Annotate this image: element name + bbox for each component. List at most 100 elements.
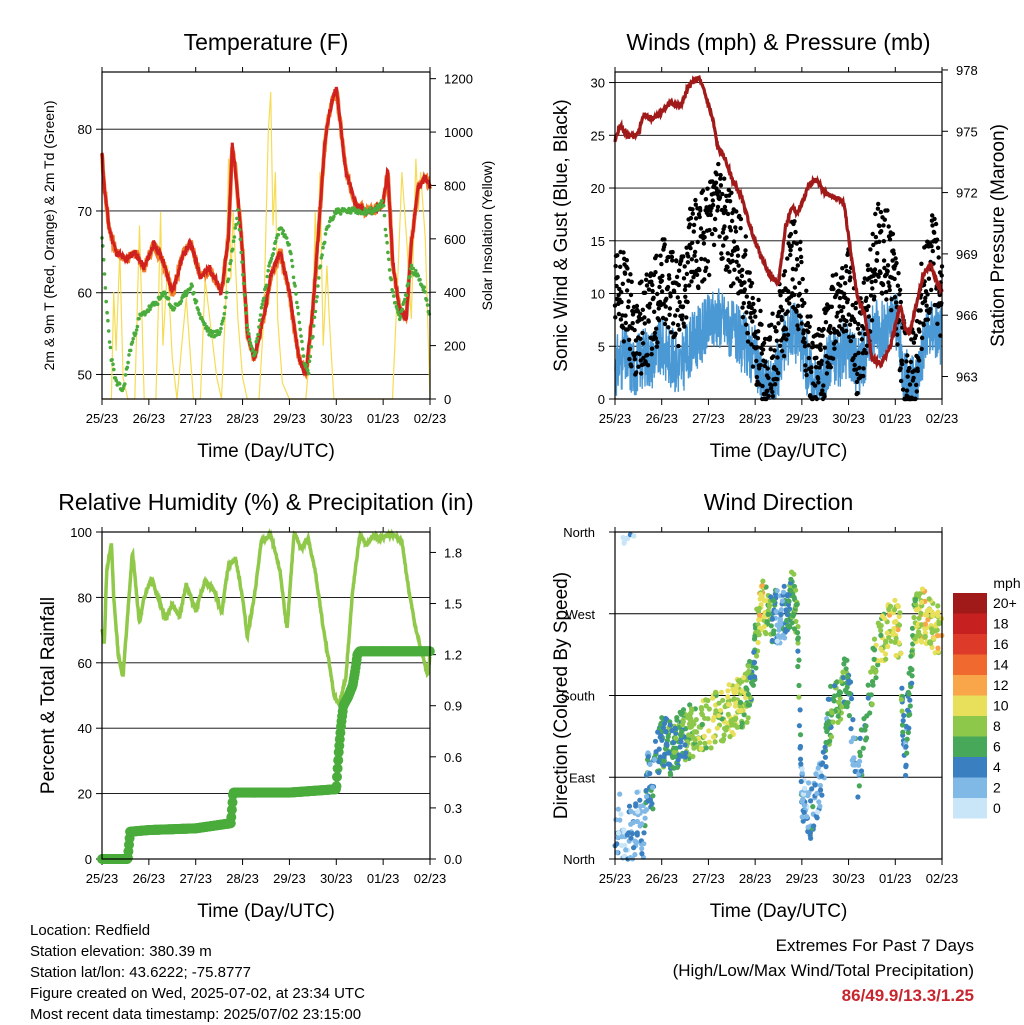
gust-dot — [654, 326, 659, 331]
gust-dot — [884, 297, 889, 302]
direction-dot — [841, 661, 847, 667]
gust-dot — [779, 317, 784, 323]
dewpoint-dot — [247, 331, 251, 336]
direction-dot — [826, 696, 832, 702]
gust-dot — [819, 358, 824, 364]
dewpoint-dot — [383, 227, 388, 232]
y2-axis-label: Solar Insolation (Yellow) — [479, 161, 495, 311]
gust-dot — [872, 294, 877, 299]
dewpoint-dot — [198, 312, 202, 317]
dewpoint-dot — [387, 257, 391, 262]
gust-dot — [749, 305, 754, 311]
gust-dot — [838, 283, 843, 288]
gust-dot — [696, 285, 701, 291]
direction-dot — [878, 632, 884, 639]
direction-dot — [691, 745, 697, 751]
direction-dot — [857, 758, 863, 764]
gust-dot — [848, 275, 853, 280]
direction-dot — [693, 729, 699, 735]
y-tick-label: 10 — [591, 287, 605, 302]
direction-dot — [899, 685, 905, 691]
legend-label: 4 — [993, 759, 1001, 775]
gust-dot — [799, 321, 804, 326]
gust-dot — [746, 300, 752, 306]
gust-dot — [846, 312, 851, 317]
gust-dot — [864, 295, 869, 301]
gust-dot — [624, 288, 630, 293]
dewpoint-dot — [225, 290, 229, 295]
gust-dot — [904, 359, 909, 364]
gust-dot — [785, 332, 791, 337]
gust-dot — [801, 328, 806, 333]
gust-dot — [817, 365, 822, 370]
gust-dot — [788, 231, 794, 237]
gust-dot — [682, 324, 687, 329]
station-info: Location: Redfield Station elevation: 38… — [30, 920, 365, 1025]
direction-dot — [626, 830, 632, 836]
gust-dot — [701, 230, 706, 235]
dewpoint-dot — [179, 299, 184, 303]
direction-dot — [828, 683, 834, 689]
gust-dot — [650, 282, 655, 288]
dewpoint-dot — [106, 318, 110, 323]
dewpoint-dot — [131, 337, 135, 341]
gust-dot — [771, 354, 776, 359]
direction-dot — [905, 729, 912, 736]
gust-dot — [626, 278, 631, 283]
direction-dot — [701, 733, 707, 740]
direction-dot — [716, 700, 722, 706]
gust-dot — [899, 361, 905, 367]
direction-dot — [904, 736, 910, 742]
gust-dot — [716, 161, 721, 167]
gust-dot — [698, 226, 704, 231]
dewpoint-dot — [400, 307, 405, 312]
gust-dot — [728, 228, 733, 233]
data-marks — [100, 86, 432, 400]
gust-dot — [780, 308, 785, 313]
direction-dot — [801, 803, 808, 809]
dewpoint-dot — [418, 277, 422, 282]
gust-dot — [933, 221, 939, 227]
gust-dot — [774, 367, 779, 372]
direction-dot — [625, 535, 631, 542]
station-location: Location: Redfield — [30, 922, 151, 939]
direction-dot — [809, 786, 815, 792]
gust-dot — [795, 303, 801, 308]
dewpoint-dot — [223, 305, 227, 310]
gust-dot — [788, 252, 793, 258]
direction-dot — [857, 749, 863, 755]
gust-dot — [672, 289, 677, 294]
dewpoint-dot — [320, 253, 324, 257]
gust-dot — [890, 231, 896, 237]
gust-dot — [649, 352, 654, 357]
gust-dot — [799, 297, 805, 303]
direction-dot — [631, 533, 637, 539]
direction-dot — [793, 618, 799, 625]
direction-dot — [745, 702, 751, 708]
dewpoint-dot — [258, 313, 263, 317]
dewpoint-dot — [338, 212, 343, 216]
dewpoint-dot — [363, 207, 367, 211]
gust-dot — [705, 259, 711, 264]
gust-dot — [932, 216, 937, 222]
gust-dot — [662, 237, 667, 242]
direction-dot — [860, 745, 866, 751]
direction-dot — [710, 695, 716, 701]
gust-dot — [831, 286, 836, 292]
gust-dot — [785, 309, 790, 314]
direction-dot — [908, 653, 914, 659]
direction-dot — [617, 791, 623, 797]
y-tick-label: 20 — [591, 181, 605, 196]
gust-dot — [682, 264, 687, 269]
gust-dot — [754, 358, 759, 364]
dewpoint-dot — [106, 329, 111, 333]
gust-dot — [795, 263, 800, 268]
direction-dot — [883, 656, 889, 662]
gust-dot — [749, 280, 755, 286]
gust-dot — [683, 283, 688, 289]
gust-dot — [834, 314, 839, 319]
legend-label: 14 — [993, 657, 1009, 673]
gust-dot — [659, 278, 664, 283]
y-tick-label: 20 — [78, 787, 92, 802]
direction-dot — [663, 715, 669, 722]
